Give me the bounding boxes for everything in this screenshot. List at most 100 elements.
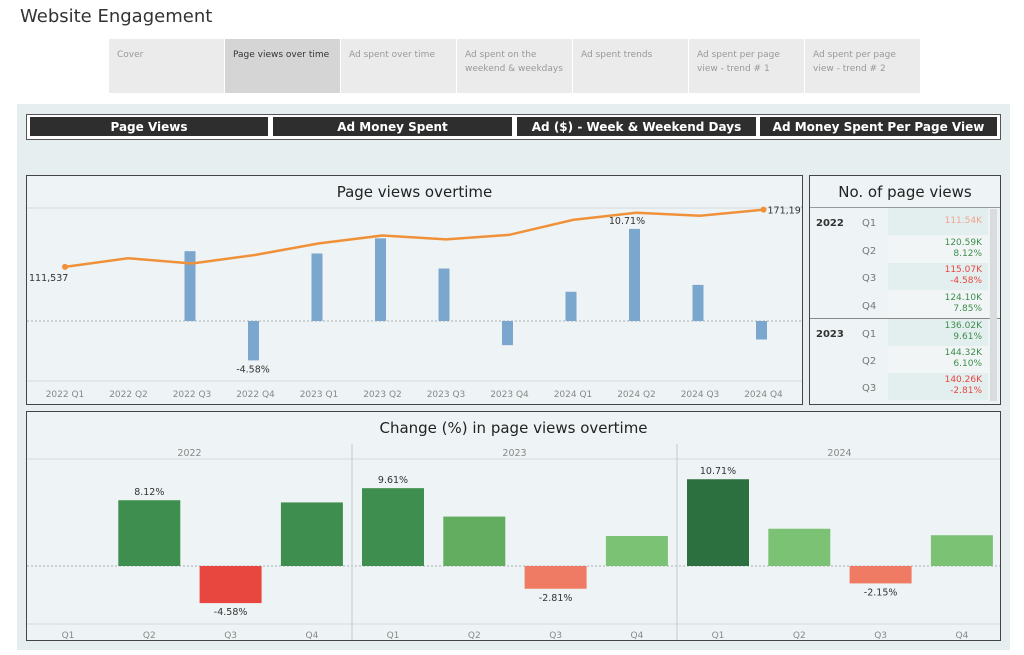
change-bar (311, 253, 323, 321)
change-panel: Change (%) in page views overtime 2022 Q1… (26, 411, 1001, 641)
table-values: 120.59K 8.12% (888, 235, 988, 263)
x-tick-label: Q3 (549, 631, 562, 640)
data-label: -4.58% (214, 607, 248, 618)
table-change: 7.85% (953, 303, 982, 314)
table-year: 2023 (816, 329, 844, 340)
tab-ad-spent-trends[interactable]: Ad spent trends (573, 39, 689, 93)
x-tick-label: 2022 Q3 (173, 390, 212, 400)
table-values: 140.26K -2.81% (888, 373, 988, 400)
group-header: 2023 (502, 448, 526, 459)
data-label: -2.15% (864, 587, 898, 598)
x-tick-label: 2024 Q2 (617, 390, 656, 400)
table-row: Q2 120.59K 8.12% (810, 235, 1000, 263)
table-quarter: Q2 (862, 355, 877, 367)
change-bar (280, 502, 343, 566)
table-values: 124.10K 7.85% (888, 290, 988, 318)
x-tick-label: Q2 (793, 631, 806, 640)
tab-ad-per-view-trend-2[interactable]: Ad spent per page view - trend # 2 (805, 39, 921, 93)
nav-ad-week-weekend-button[interactable]: Ad ($) - Week & Weekend Days (517, 117, 756, 136)
change-bar (565, 291, 577, 321)
x-tick-label: Q2 (468, 631, 481, 640)
x-tick-label: 2024 Q1 (554, 390, 593, 400)
page-views-table: 2022 Q1 111.54K Q2 120.59K 8.12% Q3 115.07K -4.5… (810, 207, 1000, 404)
change-bar (524, 566, 587, 589)
change-bar (930, 535, 993, 566)
data-label: 8.12% (134, 487, 164, 498)
change-bar (362, 488, 424, 566)
table-quarter: Q3 (862, 273, 877, 284)
table-value: 144.32K (944, 347, 982, 358)
group-header: 2022 (177, 448, 201, 459)
line-end-point (760, 206, 767, 213)
x-tick-label: Q3 (224, 631, 237, 640)
first-value-label: 111,537 (29, 273, 68, 284)
change-bar (118, 500, 181, 566)
x-tick-label: Q4 (305, 631, 318, 640)
x-tick-label: 2024 Q3 (681, 390, 720, 400)
table-year: 2022 (816, 218, 844, 229)
table-values: 144.32K 6.10% (888, 345, 988, 373)
tab-ad-spent-weekend-weekdays[interactable]: Ad spent on the weekend & weekdays (457, 39, 573, 93)
change-bar (248, 321, 259, 361)
x-tick-label: 2023 Q1 (300, 390, 339, 400)
change-bar (438, 268, 450, 321)
page-views-panel: Page views overtime 111,537 171,197 10.71%… (26, 175, 803, 405)
change-bar (605, 536, 668, 566)
x-tick-label: Q3 (874, 631, 887, 640)
table-change: 6.10% (953, 358, 982, 369)
data-label: 9.61% (378, 475, 408, 486)
page-views-line (64, 208, 764, 269)
data-label: -2.81% (539, 593, 573, 604)
table-row: Q2 144.32K 6.10% (810, 345, 1000, 373)
table-values: 115.07K -4.58% (888, 263, 988, 290)
group-header: 2024 (827, 448, 851, 459)
table-quarter: Q2 (862, 245, 877, 257)
table-quarter: Q1 (862, 218, 877, 229)
x-tick-label: 2023 Q3 (427, 390, 466, 400)
x-tick-label: Q1 (712, 631, 725, 640)
table-row: 2022 Q1 111.54K (810, 208, 1000, 235)
change-chart: 2022 Q1 Q2 Q3 Q4 2023 Q1 Q2 Q3 Q4 2024 Q1 Q2 Q3 Q4 8.12… (27, 444, 1000, 640)
page-views-chart-title: Page views overtime (336, 183, 493, 201)
change-bar (629, 228, 640, 321)
x-tick-label: 2023 Q2 (363, 390, 402, 400)
tab-ad-spent-over-time[interactable]: Ad spent over time (341, 39, 457, 93)
bar-min-label: -4.58% (236, 364, 270, 375)
tab-page-views-over-time[interactable]: Page views over time (225, 39, 341, 93)
data-label: 10.71% (700, 466, 736, 477)
change-bar (756, 321, 767, 340)
table-change: -2.81% (950, 386, 982, 396)
nav-ad-money-button[interactable]: Ad Money Spent (273, 117, 512, 136)
nav-ad-per-view-button[interactable]: Ad Money Spent Per Page View (760, 117, 997, 136)
x-tick-label: 2023 Q4 (490, 390, 529, 400)
x-tick-label: Q1 (387, 631, 400, 640)
nav-page-views-button[interactable]: Page Views (30, 117, 268, 136)
table-value: 111.54K (944, 216, 982, 226)
x-tick-label: Q2 (143, 631, 156, 640)
table-change: 9.61% (953, 332, 982, 342)
table-change: 8.12% (953, 248, 982, 259)
page-views-table-panel: No. of page views 2022 Q1 111.54K Q2 120.59K… (809, 175, 1001, 405)
x-tick-label: 2024 Q4 (744, 390, 783, 400)
table-quarter: Q1 (862, 329, 877, 340)
change-bar (375, 238, 386, 321)
change-bar (443, 516, 506, 566)
table-row: 2023 Q1 136.02K 9.61% (810, 318, 1000, 346)
x-tick-label: 2022 Q4 (236, 390, 275, 400)
table-scrollbar[interactable] (990, 209, 997, 401)
table-value: 120.59K (944, 237, 982, 248)
table-row: Q3 115.07K -4.58% (810, 263, 1000, 290)
change-chart-title: Change (%) in page views overtime (379, 419, 648, 437)
bar-max-label: 10.71% (609, 216, 645, 227)
table-change: -4.58% (950, 276, 982, 286)
change-bar (849, 566, 912, 584)
x-tick-label: Q4 (630, 631, 643, 640)
table-value: 136.02K (944, 321, 982, 331)
tab-cover[interactable]: Cover (109, 39, 225, 93)
change-bar (502, 321, 513, 346)
table-quarter: Q3 (862, 383, 877, 394)
page-views-chart: 111,537 171,197 10.71% -4.58% 2022 Q1 2022 Q2… (27, 206, 802, 400)
table-value: 124.10K (944, 292, 982, 303)
tab-ad-per-view-trend-1[interactable]: Ad spent per page view - trend # 1 (689, 39, 805, 93)
